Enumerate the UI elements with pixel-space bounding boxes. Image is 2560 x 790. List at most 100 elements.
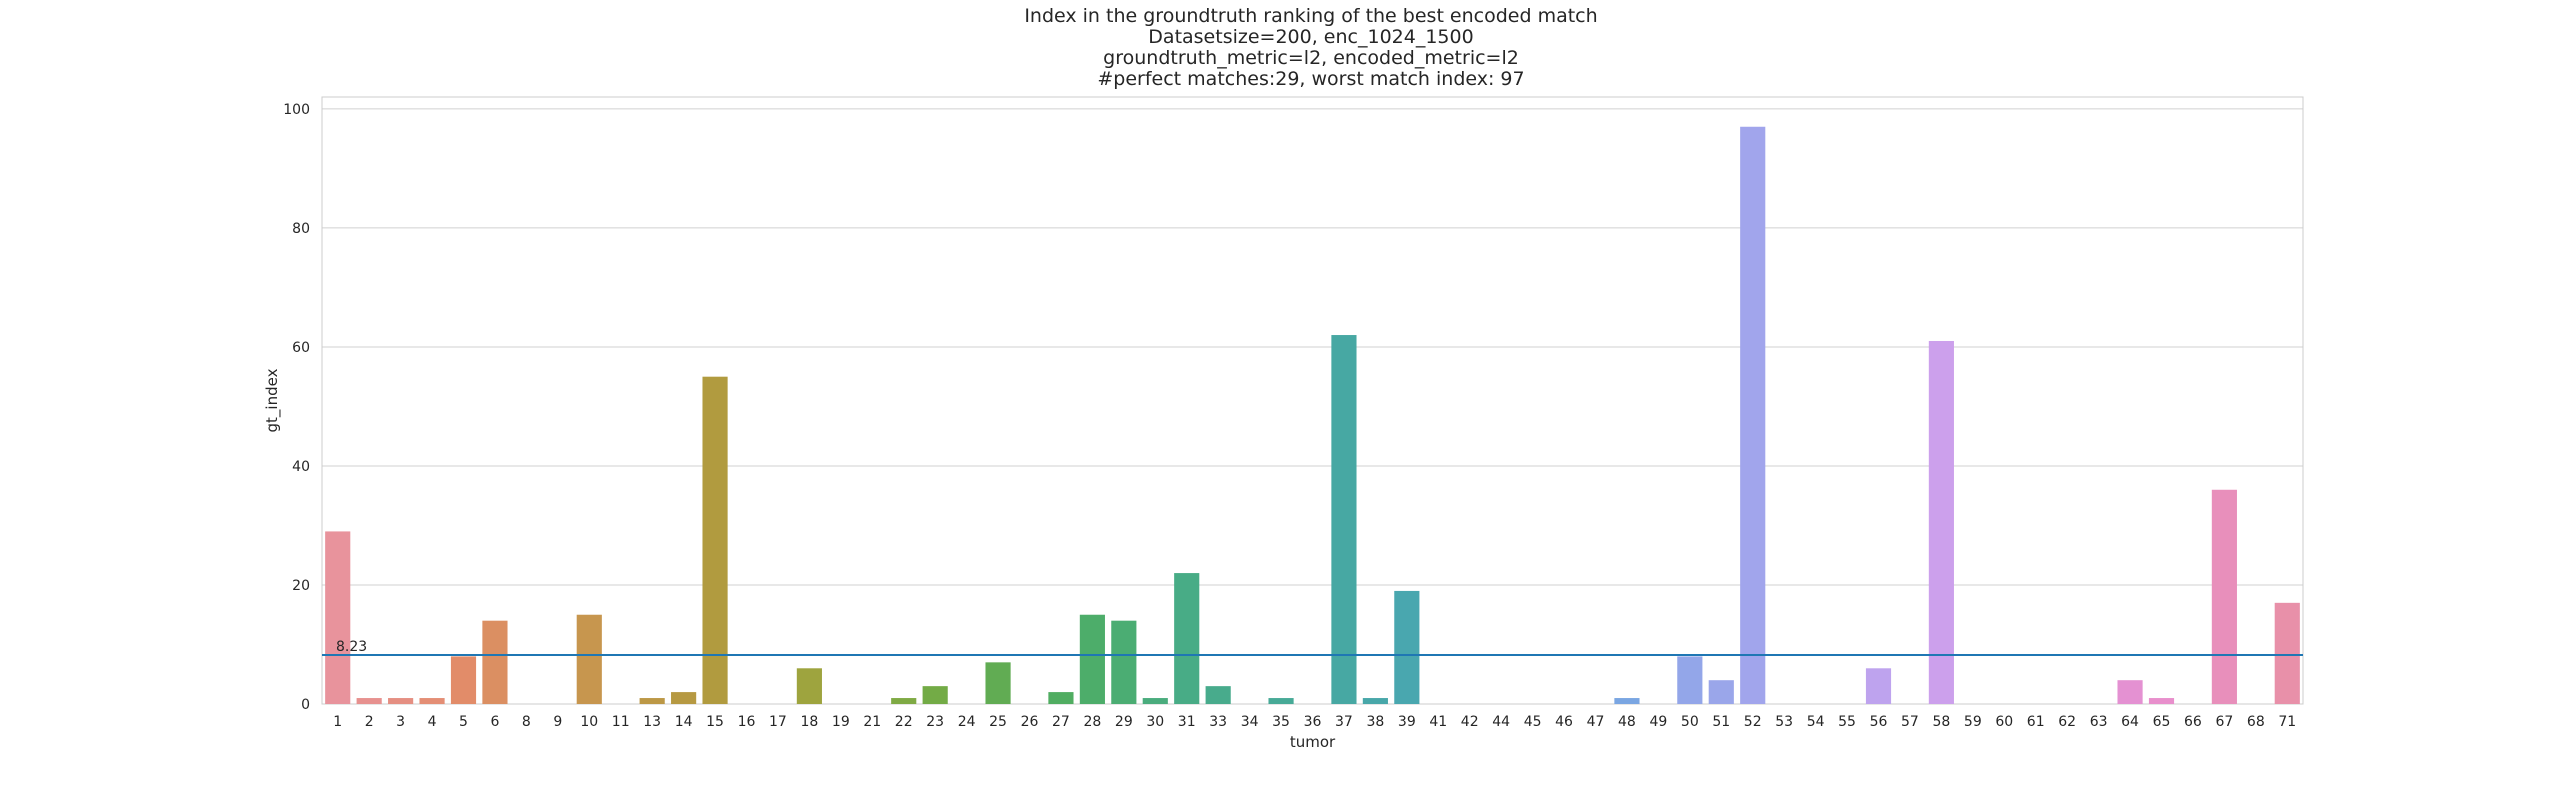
x-tick-label: 63 [2090, 714, 2108, 730]
title-line-2: Datasetsize=200, enc_1024_1500 [1148, 26, 1474, 48]
bar-tumor-13 [639, 698, 665, 704]
mean-line-group: 8.23 [322, 639, 2303, 657]
bar-tumor-56 [1865, 668, 1892, 704]
x-tick-label: 66 [2184, 714, 2202, 730]
x-tick-label: 33 [1209, 714, 1227, 730]
x-tick-labels: 1 2 3 4 5 6 8 9 10 11 13 14 15 16 17 18 19 21 22 23 24 25 26 27… [333, 714, 2296, 730]
x-tick-label: 3 [396, 714, 405, 730]
x-tick-label: 65 [2153, 714, 2171, 730]
x-tick-label: 16 [738, 714, 756, 730]
x-tick-label: 55 [1838, 714, 1856, 730]
x-tick-label: 45 [1524, 714, 1542, 730]
bar-tumor-38 [1362, 698, 1388, 704]
y-tick-label: 60 [292, 340, 310, 356]
x-tick-label: 49 [1649, 714, 1667, 730]
x-tick-label: 25 [989, 714, 1007, 730]
x-tick-label: 62 [2058, 714, 2076, 730]
y-tick-label: 20 [292, 578, 310, 594]
x-tick-label: 61 [2027, 714, 2045, 730]
x-tick-label: 56 [1870, 714, 1888, 730]
x-tick-label: 60 [1995, 714, 2013, 730]
x-tick-label: 2 [365, 714, 374, 730]
x-tick-label: 34 [1241, 714, 1259, 730]
bar-tumor-23 [922, 686, 948, 704]
x-tick-label: 27 [1052, 714, 1070, 730]
x-tick-label: 30 [1146, 714, 1164, 730]
x-tick-label: 41 [1429, 714, 1447, 730]
x-tick-label: 35 [1272, 714, 1290, 730]
bar-tumor-2 [356, 698, 382, 704]
x-tick-label: 46 [1555, 714, 1573, 730]
x-tick-label: 47 [1587, 714, 1605, 730]
x-tick-label: 44 [1492, 714, 1510, 730]
bar-tumor-51 [1708, 680, 1734, 704]
x-tick-label: 22 [895, 714, 913, 730]
x-tick-label: 38 [1366, 714, 1384, 730]
bar-tumor-31 [1174, 573, 1200, 704]
bar-tumor-29 [1111, 620, 1137, 704]
plot-area [321, 96, 2304, 705]
x-tick-label: 54 [1807, 714, 1825, 730]
x-tick-label: 71 [2278, 714, 2296, 730]
bar-tumor-5 [450, 656, 477, 704]
x-tick-label: 64 [2121, 714, 2139, 730]
x-tick-label: 19 [832, 714, 850, 730]
bar-tumor-25 [985, 662, 1011, 704]
chart-title: Index in the groundtruth ranking of the … [0, 6, 2560, 90]
x-axis-label: tumor [1290, 733, 1336, 751]
x-tick-label: 51 [1712, 714, 1730, 730]
x-tick-label: 26 [1021, 714, 1039, 730]
x-tick-label: 31 [1178, 714, 1196, 730]
x-tick-label: 17 [769, 714, 787, 730]
x-tick-label: 50 [1681, 714, 1699, 730]
x-tick-label: 18 [800, 714, 818, 730]
bar-tumor-35 [1268, 698, 1294, 704]
x-tick-label: 21 [863, 714, 881, 730]
bar-tumor-64 [2117, 680, 2143, 704]
bar-tumor-1 [325, 531, 351, 704]
y-tick-label: 100 [283, 102, 310, 118]
x-tick-label: 8 [522, 714, 531, 730]
bar-tumor-30 [1142, 698, 1168, 704]
bar-tumor-22 [891, 698, 917, 704]
x-tick-label: 28 [1083, 714, 1101, 730]
bar-tumor-15 [702, 376, 728, 704]
bar-tumor-39 [1394, 590, 1420, 704]
x-tick-label: 29 [1115, 714, 1133, 730]
x-tick-label: 67 [2215, 714, 2233, 730]
x-tick-label: 59 [1964, 714, 1982, 730]
x-tick-label: 11 [612, 714, 630, 730]
x-tick-label: 39 [1398, 714, 1416, 730]
bar-tumor-14 [671, 692, 697, 704]
y-tick-labels: 0 20 40 60 80 100 [283, 102, 310, 713]
x-tick-label: 1 [333, 714, 342, 730]
x-tick-label: 42 [1461, 714, 1479, 730]
y-tick-label: 40 [292, 459, 310, 475]
x-tick-label: 24 [958, 714, 976, 730]
bar-tumor-27 [1048, 692, 1074, 704]
x-tick-label: 52 [1744, 714, 1762, 730]
y-axis-label: gt_index [263, 368, 282, 432]
x-tick-label: 68 [2247, 714, 2265, 730]
x-tick-label: 6 [490, 714, 499, 730]
title-line-1: Index in the groundtruth ranking of the … [1024, 5, 1598, 27]
x-tick-label: 23 [926, 714, 944, 730]
bar-tumor-67 [2211, 489, 2237, 704]
x-tick-label: 58 [1932, 714, 1950, 730]
x-tick-label: 14 [675, 714, 693, 730]
x-tick-label: 37 [1335, 714, 1353, 730]
x-tick-label: 48 [1618, 714, 1636, 730]
bar-tumor-71 [2274, 602, 2300, 704]
x-tick-label: 4 [428, 714, 437, 730]
bar-tumor-6 [482, 620, 508, 704]
gridlines [322, 108, 2303, 705]
x-tick-label: 9 [553, 714, 562, 730]
title-line-4: #perfect matches:29, worst match index: … [1097, 68, 1525, 90]
y-tick-label: 0 [301, 697, 310, 713]
bar-tumor-28 [1079, 614, 1105, 704]
x-tick-label: 5 [459, 714, 468, 730]
x-tick-label: 53 [1775, 714, 1793, 730]
bar-tumor-4 [419, 698, 445, 704]
bar-tumor-52 [1740, 126, 1766, 705]
